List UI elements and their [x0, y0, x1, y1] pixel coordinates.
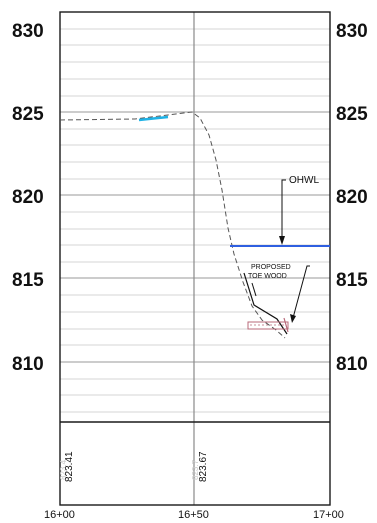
proposed-grade-segment	[138, 115, 169, 122]
toe-wood-arrowhead	[290, 314, 296, 323]
ghost-value-left: 823.4	[59, 459, 68, 480]
elevation-label-left-830: 830	[12, 21, 44, 42]
elevation-label-left-810: 810	[12, 354, 44, 375]
elevation-label-right-830: 830	[336, 21, 368, 42]
ohwl-leader	[281, 179, 286, 238]
grid-lines-minor	[60, 28, 330, 413]
station-label-16-50: 16+50	[178, 509, 209, 521]
elevation-label-left-815: 815	[12, 270, 44, 291]
elevation-label-right-815: 815	[336, 270, 368, 291]
profile-value-left: 823.41	[64, 451, 75, 482]
profile-frame	[59, 11, 331, 506]
elevation-label-right-810: 810	[336, 354, 368, 375]
ohwl-arrowhead	[279, 236, 285, 245]
toe-wood-structure	[243, 272, 289, 335]
elevation-label-left-825: 825	[12, 104, 44, 125]
elevation-label-left-820: 820	[12, 187, 44, 208]
elevation-label-right-820: 820	[336, 187, 368, 208]
existing-ground-profile	[59, 111, 286, 339]
ohwl-label: OHWL	[289, 175, 319, 186]
toe-wood-label-line1: PROPOSED	[251, 264, 291, 271]
profile-value-right: 823.67	[198, 451, 209, 482]
ghost-value-right: 823.7	[191, 459, 200, 480]
elevation-label-right-825: 825	[336, 104, 368, 125]
toe-wood-label-line2: TOE WOOD	[248, 273, 287, 280]
grid-lines-major	[60, 111, 330, 363]
toe-wood-leader	[292, 265, 310, 319]
station-label-17-00: 17+00	[313, 509, 344, 521]
station-label-16-00: 16+00	[44, 509, 75, 521]
